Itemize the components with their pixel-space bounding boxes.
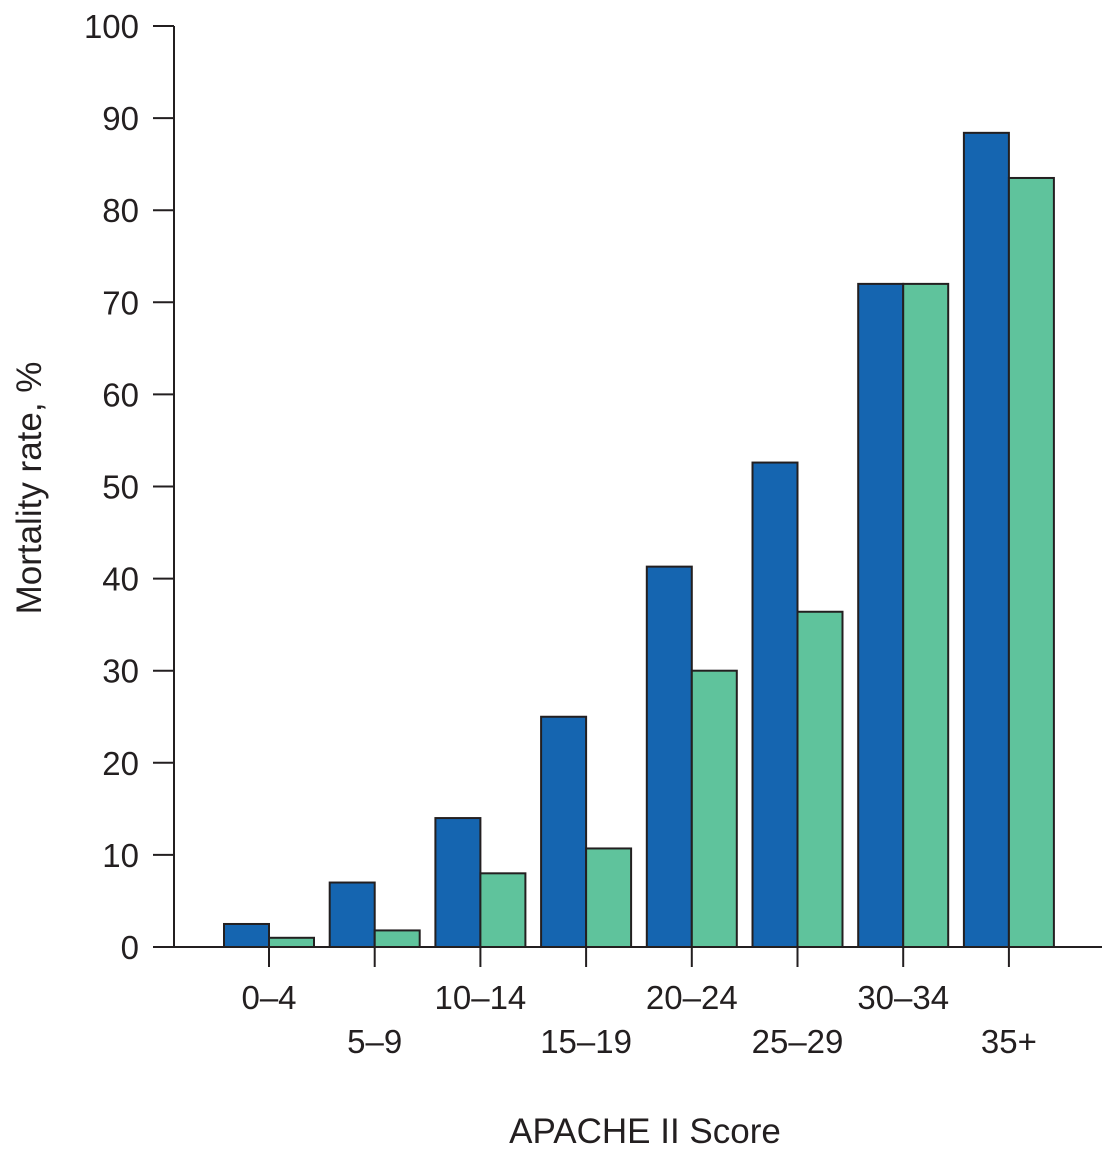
y-ticks-group: 0 10 20 30 40 50 60 70 80 90 100 — [84, 8, 174, 966]
bar-2-6 — [796, 610, 844, 948]
bar-1-5 — [645, 565, 693, 948]
y-tick-label-30: 30 — [102, 653, 139, 690]
bar-2-4 — [585, 847, 633, 948]
bar-1-1 — [223, 922, 270, 948]
bar-1-7 — [857, 282, 905, 948]
y-tick-label-90: 90 — [102, 100, 139, 137]
x-tick-label-2: 5–9 — [347, 1023, 402, 1060]
bar-2-7 — [902, 282, 950, 948]
x-tick-label-7: 30–34 — [857, 979, 949, 1016]
bars-group — [223, 131, 1055, 949]
y-tick-label-50: 50 — [102, 469, 139, 506]
x-tick-label-5: 20–24 — [646, 979, 738, 1016]
y-tick-label-60: 60 — [102, 376, 139, 413]
y-tick-label-20: 20 — [102, 745, 139, 782]
x-tick-label-1: 0–4 — [241, 979, 296, 1016]
bar-1-8 — [962, 131, 1010, 948]
axes-group — [153, 26, 1102, 948]
x-ticks-group: 0–4 5–9 10–14 15–19 20–24 25–29 30–34 35+ — [241, 947, 1037, 1060]
bar-1-4 — [540, 715, 588, 948]
y-tick-label-0: 0 — [121, 929, 139, 966]
bar-2-2 — [373, 929, 421, 948]
bar-1-2 — [328, 881, 376, 949]
bar-2-3 — [479, 872, 527, 949]
y-tick-label-80: 80 — [102, 192, 139, 229]
y-tick-label-70: 70 — [102, 284, 139, 321]
x-tick-label-8: 35+ — [981, 1023, 1037, 1060]
bar-2-1 — [268, 936, 315, 948]
y-axis-title: Mortality rate, % — [10, 362, 49, 615]
bar-1-6 — [751, 461, 799, 948]
y-tick-label-10: 10 — [102, 837, 139, 874]
x-tick-label-4: 15–19 — [540, 1023, 632, 1060]
y-tick-label-100: 100 — [84, 8, 139, 45]
x-axis-title: APACHE II Score — [509, 1112, 781, 1151]
y-tick-label-40: 40 — [102, 561, 139, 598]
bar-2-5 — [690, 669, 738, 948]
x-tick-label-3: 10–14 — [435, 979, 527, 1016]
bar-2-8 — [1007, 176, 1055, 948]
bar-1-3 — [434, 817, 482, 948]
x-tick-label-6: 25–29 — [752, 1023, 844, 1060]
